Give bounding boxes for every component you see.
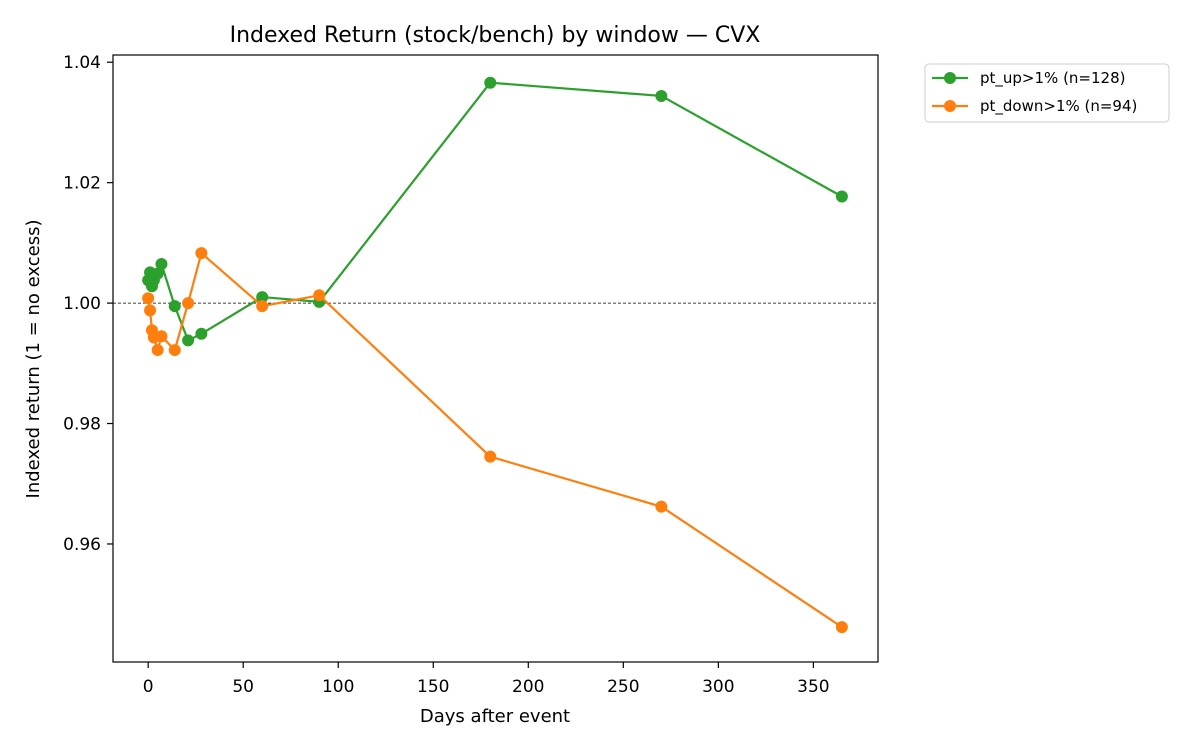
x-tick-label-6: 300 bbox=[702, 677, 734, 697]
y-axis-label: Indexed return (1 = no excess) bbox=[23, 220, 44, 499]
plot-frame bbox=[112, 54, 879, 663]
legend-label-1: pt_down>1% (n=94) bbox=[980, 97, 1137, 116]
data-point-0-12 bbox=[655, 89, 668, 102]
data-point-1-1 bbox=[144, 304, 157, 317]
data-point-1-6 bbox=[168, 344, 181, 357]
data-point-0-7 bbox=[182, 334, 195, 347]
data-point-0-6 bbox=[168, 300, 181, 313]
data-point-1-12 bbox=[655, 500, 668, 513]
y-tick-label-1: 0.98 bbox=[63, 415, 101, 435]
y-tick-label-2: 1.00 bbox=[63, 294, 101, 314]
data-point-1-7 bbox=[182, 297, 195, 310]
data-point-1-13 bbox=[835, 621, 848, 634]
legend-label-0: pt_up>1% (n=128) bbox=[980, 69, 1125, 88]
y-tick-label-0: 0.96 bbox=[63, 535, 101, 555]
chart-title: Indexed Return (stock/bench) by window —… bbox=[230, 23, 761, 48]
x-tick-label-2: 100 bbox=[322, 677, 354, 697]
data-point-1-10 bbox=[313, 289, 326, 302]
data-point-0-13 bbox=[835, 190, 848, 203]
y-tick-label-3: 1.02 bbox=[63, 174, 101, 194]
data-point-0-4 bbox=[151, 267, 164, 280]
x-axis-label: Days after event bbox=[420, 706, 570, 727]
series-line-0 bbox=[147, 81, 843, 342]
data-point-0-9 bbox=[256, 291, 269, 304]
data-point-1-9 bbox=[256, 300, 269, 313]
data-point-1-11 bbox=[484, 450, 497, 463]
x-tick-label-0: 0 bbox=[143, 677, 154, 697]
data-point-0-8 bbox=[195, 327, 208, 340]
y-tick-label-4: 1.04 bbox=[63, 53, 101, 73]
x-tick-label-3: 150 bbox=[417, 677, 449, 697]
legend-marker-1 bbox=[944, 100, 956, 112]
x-tick-label-7: 350 bbox=[797, 677, 829, 697]
series-line-1 bbox=[147, 252, 843, 628]
data-point-1-8 bbox=[195, 247, 208, 260]
x-tick-label-5: 250 bbox=[607, 677, 639, 697]
x-tick-label-1: 50 bbox=[232, 677, 254, 697]
data-point-1-4 bbox=[151, 344, 164, 357]
data-point-0-5 bbox=[155, 257, 168, 270]
legend-marker-0 bbox=[944, 72, 956, 84]
data-point-1-5 bbox=[155, 330, 168, 343]
data-point-0-11 bbox=[484, 76, 497, 89]
legend-box bbox=[924, 63, 1170, 123]
data-point-1-0 bbox=[142, 292, 155, 305]
x-tick-label-4: 200 bbox=[512, 677, 544, 697]
